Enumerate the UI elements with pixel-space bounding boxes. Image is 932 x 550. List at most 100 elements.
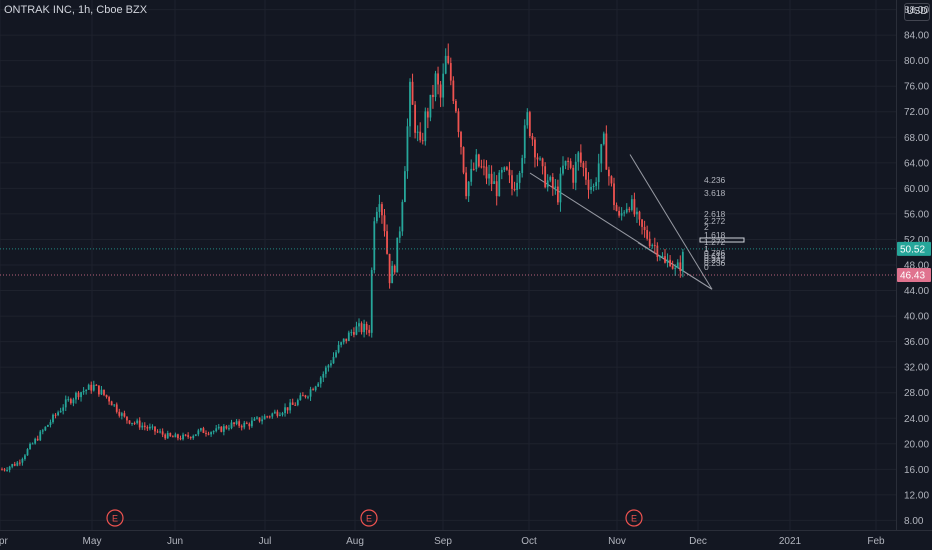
candle-body — [347, 332, 350, 341]
candle-body — [304, 395, 307, 398]
candle-body — [253, 418, 256, 421]
fib-level-label: 0.5 — [704, 253, 716, 263]
candle-body — [251, 420, 253, 427]
candle-body — [205, 432, 207, 434]
earnings-marker — [106, 509, 124, 527]
candle-body — [567, 160, 569, 162]
candle-body — [131, 422, 133, 424]
candle-body — [225, 426, 228, 429]
fib-level-label: 2.618 — [704, 209, 726, 219]
candle-body — [406, 126, 409, 172]
candle-body — [113, 404, 116, 406]
candle-body — [291, 402, 294, 405]
candle-body — [31, 443, 34, 445]
candle-body — [243, 422, 246, 428]
candle-body — [592, 186, 595, 188]
candle-body — [69, 399, 72, 404]
candle-body — [523, 125, 526, 159]
y-tick-label: 88.00 — [904, 5, 929, 16]
candle-body — [8, 466, 11, 470]
candle-body — [432, 94, 434, 98]
candle-body — [439, 84, 442, 98]
candle-body — [90, 384, 93, 391]
candle-body — [13, 464, 16, 466]
earnings-marker — [360, 509, 378, 527]
candle-body — [75, 392, 77, 400]
candle-body — [465, 172, 467, 197]
candle-body — [401, 201, 404, 232]
candle-body — [444, 55, 447, 74]
candle-body — [437, 73, 439, 85]
candle-body — [207, 433, 210, 435]
candle-body — [151, 426, 154, 428]
candle-body — [296, 400, 299, 405]
y-tick-label: 68.00 — [904, 133, 929, 144]
candle-body — [503, 167, 506, 170]
earnings-marker-label: E — [366, 514, 372, 524]
candle-body — [457, 111, 460, 132]
candle-body — [138, 420, 141, 428]
chart-grid — [0, 0, 896, 530]
candle-body — [648, 238, 651, 247]
candle-body — [182, 434, 184, 440]
candle-body — [630, 199, 633, 210]
price-tags: 50.52 46.43 — [0, 241, 931, 283]
candle-body — [664, 256, 666, 263]
candle-body — [159, 431, 161, 433]
fib-level-label: 0.382 — [704, 255, 726, 265]
current-price-tag-bg — [897, 241, 931, 256]
candle-body — [651, 245, 654, 247]
candle-body — [345, 338, 348, 341]
candle-body — [388, 253, 391, 284]
x-tick-label: Dec — [689, 536, 707, 547]
candle-body — [6, 469, 8, 471]
candle-body — [256, 417, 258, 419]
candle-body — [350, 332, 353, 334]
candle-body — [16, 462, 19, 466]
candle-body — [133, 422, 136, 424]
candle-body — [141, 425, 144, 428]
candle-body — [110, 401, 113, 406]
fib-level-label: 1 — [704, 244, 709, 254]
fib-level-label: 0.236 — [704, 258, 726, 268]
candle-body — [92, 384, 95, 391]
candle-body — [179, 438, 182, 440]
candle-body — [263, 416, 266, 420]
candle-body — [483, 166, 485, 168]
candle-body — [449, 63, 452, 81]
candle-body — [551, 177, 554, 189]
candle-body — [679, 262, 682, 272]
candle-body — [80, 392, 82, 398]
candle-body — [189, 436, 192, 439]
candle-body — [210, 432, 212, 435]
x-tick-label: 2021 — [779, 536, 802, 547]
candle-body — [569, 161, 572, 168]
y-tick-label: 52.00 — [904, 235, 929, 246]
candle-body — [67, 399, 70, 401]
candle-body — [528, 112, 531, 137]
candle-body — [452, 80, 455, 102]
candle-body — [620, 213, 623, 216]
currency-button[interactable]: USD — [904, 3, 930, 21]
candle-body — [194, 434, 197, 436]
y-tick-label: 76.00 — [904, 82, 929, 93]
candle-body — [506, 167, 508, 170]
candle-body — [217, 426, 220, 429]
wedge-upper-line — [629, 154, 713, 290]
candle-body — [156, 431, 159, 433]
candle-body — [108, 397, 110, 402]
candle-body — [653, 245, 656, 247]
x-tick-label: Jun — [167, 536, 183, 547]
candle-body — [212, 431, 215, 433]
candle-body — [314, 386, 317, 391]
candle-body — [613, 183, 615, 206]
candle-body — [258, 417, 261, 422]
candle-body — [590, 187, 592, 190]
candle-body — [595, 182, 598, 187]
candle-body — [393, 265, 396, 273]
candle-body — [222, 426, 225, 432]
marked-level-tag-label: 46.43 — [900, 271, 925, 282]
candle-body — [574, 161, 577, 183]
fib-level-label: 1.618 — [704, 230, 726, 240]
